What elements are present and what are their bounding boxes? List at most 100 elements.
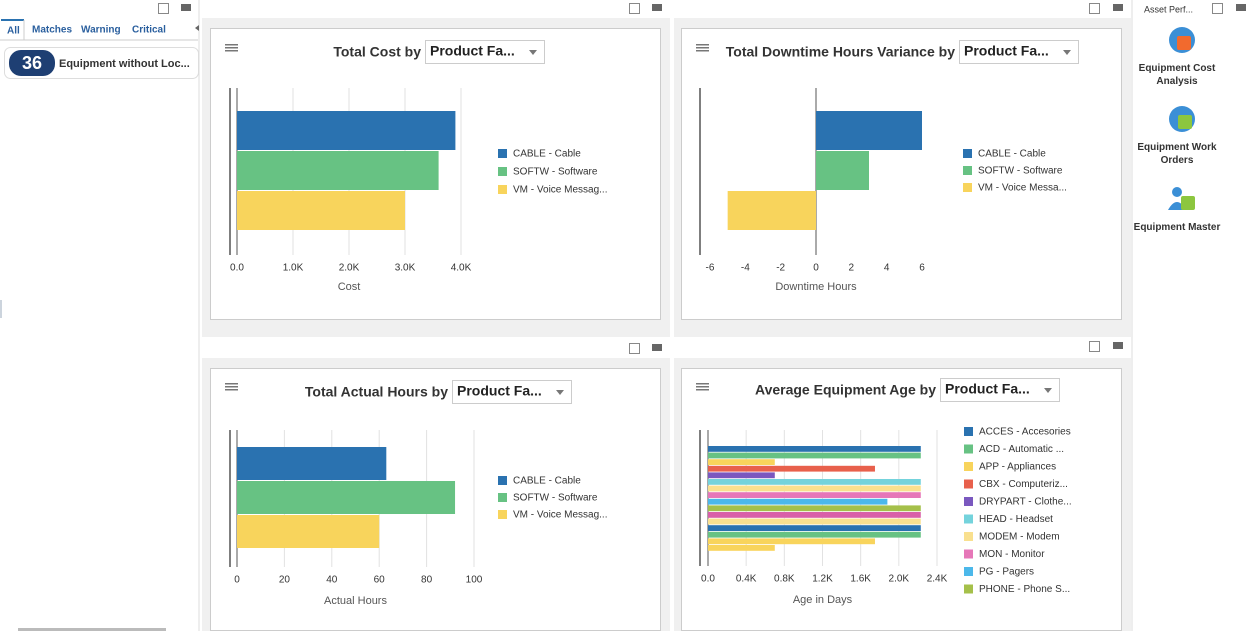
menu-icon[interactable]	[225, 44, 238, 46]
bar	[708, 512, 921, 518]
dropdown-arrow	[1044, 388, 1052, 393]
legend-swatch	[498, 185, 507, 194]
legend-swatch	[964, 584, 973, 594]
bar	[816, 111, 922, 150]
legend-label: CBX - Computeriz...	[979, 479, 1068, 490]
bar	[708, 545, 775, 551]
dropdown[interactable]	[940, 378, 1060, 402]
tab[interactable]: Warning	[81, 25, 121, 36]
dropdown-value[interactable]: Product Fa...	[457, 383, 542, 399]
legend-label: MODEM - Modem	[979, 532, 1060, 543]
menu-icon[interactable]	[696, 383, 709, 385]
bar	[708, 531, 921, 538]
x-tick-label: -6	[706, 263, 715, 274]
dropdown-value[interactable]: Product Fa...	[945, 381, 1030, 397]
bar	[237, 447, 387, 480]
dropdown-arrow	[556, 390, 564, 395]
bar	[708, 518, 921, 525]
chart-title: Total Cost by	[333, 44, 421, 60]
launch-item[interactable]: Equipment Work Orders	[1137, 142, 1217, 166]
launch-item[interactable]: Equipment Cost Analysis	[1138, 63, 1216, 87]
bar	[708, 465, 875, 472]
x-tick-label: 0.4K	[736, 574, 757, 585]
legend-label: PHONE - Phone S...	[979, 584, 1070, 595]
legend-swatch	[498, 493, 507, 502]
legend-swatch	[964, 444, 973, 454]
x-tick-label: 0.0	[230, 263, 244, 274]
bar	[816, 151, 869, 190]
x-tick-label: 2	[849, 263, 855, 274]
legend-label: VM - Voice Messa...	[978, 183, 1067, 194]
menu-icon[interactable]	[225, 386, 238, 388]
menu-icon[interactable]	[696, 50, 709, 52]
x-tick-label: 3.0K	[395, 263, 416, 274]
legend-swatch	[964, 427, 973, 436]
x-tick-label: 1.6K	[850, 574, 871, 585]
x-tick-label: 6	[919, 263, 925, 274]
dropdown[interactable]	[959, 40, 1079, 64]
menu-icon[interactable]	[696, 44, 709, 46]
legend-swatch	[964, 462, 973, 471]
x-axis-label: Actual Hours	[324, 595, 387, 607]
legend-label: ACCES - Accesories	[979, 427, 1071, 438]
x-tick-label: 0.0	[701, 574, 715, 585]
x-tick-label: 0	[234, 575, 240, 586]
legend-swatch	[963, 149, 972, 158]
legend-label: APP - Appliances	[979, 462, 1056, 473]
legend-swatch	[963, 166, 972, 175]
x-tick-label: 40	[326, 575, 338, 586]
bar	[237, 111, 456, 150]
legend-swatch	[964, 549, 973, 559]
x-tick-label: 4.0K	[451, 263, 472, 274]
dropdown-arrow	[1063, 50, 1071, 55]
tab[interactable]: Matches	[32, 25, 72, 36]
x-tick-label: 4	[884, 263, 890, 274]
dropdown-value[interactable]: Product Fa...	[964, 43, 1049, 59]
menu-icon[interactable]	[696, 389, 709, 391]
legend-swatch	[498, 167, 507, 176]
badge-label[interactable]: Equipment without Loc...	[59, 58, 190, 70]
dropdown[interactable]	[425, 40, 545, 64]
legend-swatch	[498, 476, 507, 485]
legend-label: SOFTW - Software	[513, 493, 598, 504]
menu-icon[interactable]	[225, 50, 238, 52]
launch-item[interactable]: Equipment Master	[1133, 222, 1221, 233]
panel-title: Asset Perf...	[1144, 4, 1193, 14]
bar	[237, 515, 380, 548]
menu-icon[interactable]	[225, 383, 238, 385]
menu-icon[interactable]	[696, 47, 709, 49]
legend-label: SOFTW - Software	[978, 166, 1063, 177]
dropdown-value[interactable]: Product Fa...	[430, 43, 515, 59]
x-tick-label: 0	[813, 263, 819, 274]
menu-icon[interactable]	[225, 47, 238, 49]
legend-swatch	[498, 149, 507, 158]
chart-title: Total Downtime Hours Variance by	[726, 44, 955, 60]
legend-label: PG - Pagers	[979, 567, 1034, 578]
x-tick-label: -4	[741, 263, 750, 274]
tab[interactable]: Critical	[132, 25, 166, 36]
dropdown-arrow	[529, 50, 537, 55]
chart-title: Total Actual Hours by	[305, 384, 448, 400]
x-tick-label: 1.2K	[812, 574, 833, 585]
bar	[708, 498, 888, 505]
bar	[727, 191, 816, 230]
bar	[237, 151, 439, 190]
bar	[237, 481, 456, 514]
menu-icon[interactable]	[696, 386, 709, 388]
x-tick-label: 100	[466, 575, 483, 586]
legend-label: CABLE - Cable	[978, 149, 1046, 160]
x-tick-label: 20	[279, 575, 291, 586]
x-tick-label: 2.4K	[927, 574, 948, 585]
menu-icon[interactable]	[225, 389, 238, 391]
x-tick-label: 2.0K	[339, 263, 360, 274]
legend-label: ACD - Automatic ...	[979, 444, 1064, 455]
legend-swatch	[964, 514, 973, 524]
badge-count[interactable]: 36	[22, 53, 42, 73]
dropdown[interactable]	[452, 380, 572, 404]
x-tick-label: 1.0K	[283, 263, 304, 274]
legend-label: CABLE - Cable	[513, 149, 581, 160]
tab[interactable]: All	[7, 26, 20, 37]
bar	[708, 485, 921, 492]
